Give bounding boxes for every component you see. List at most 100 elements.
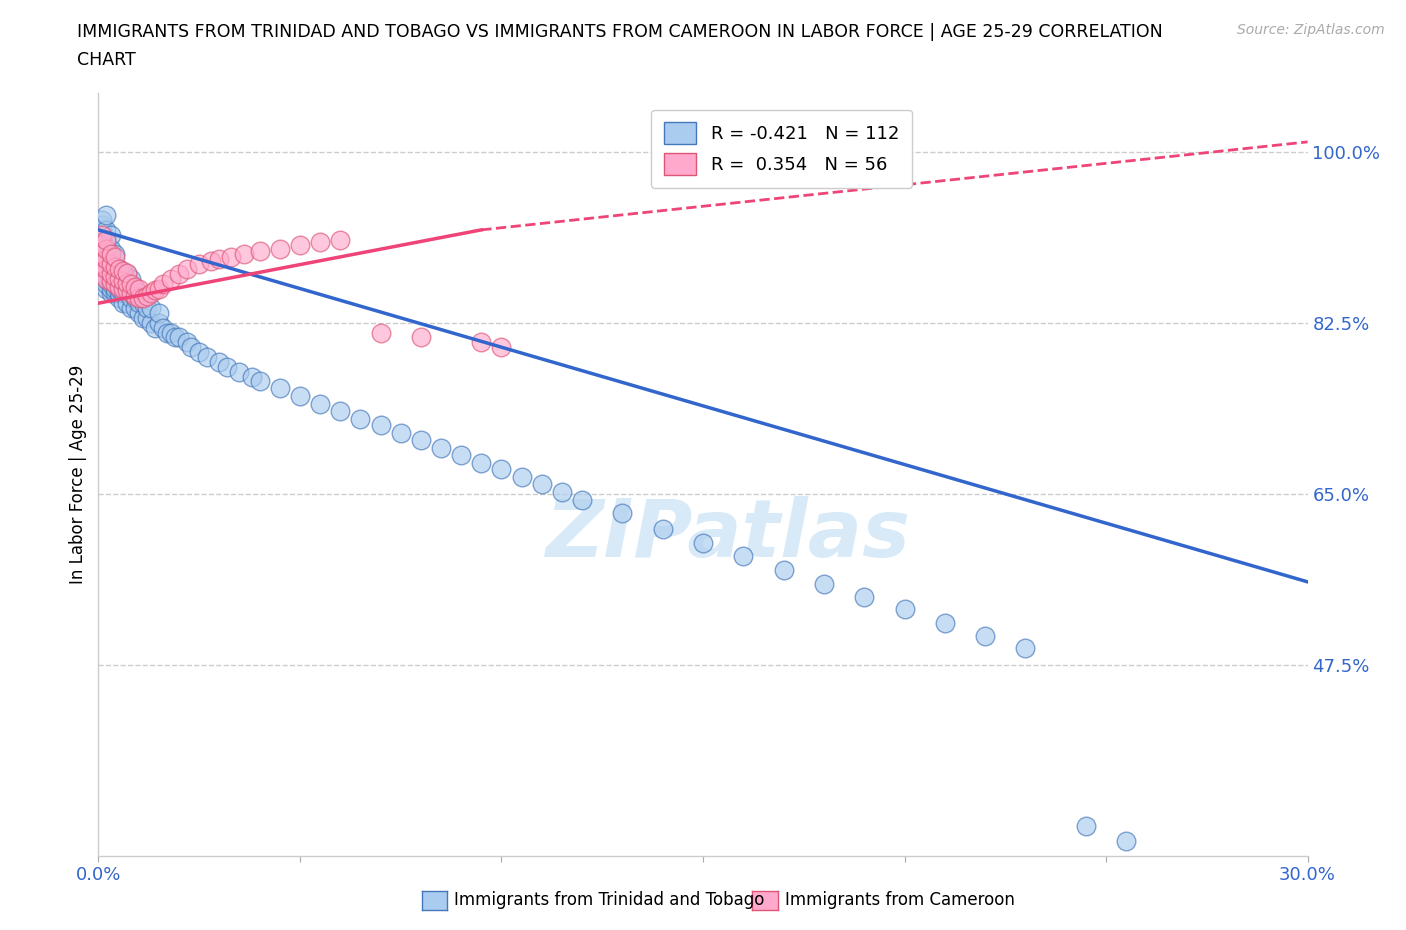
Point [132, 296, 155, 311]
Point [103, 250, 125, 265]
Point [1014, 641, 1036, 656]
Point [135, 289, 157, 304]
Point [120, 300, 142, 315]
Point [269, 242, 291, 257]
Point [176, 335, 198, 350]
Point [163, 330, 186, 345]
Point [269, 380, 291, 395]
Point [195, 350, 218, 365]
Text: IMMIGRANTS FROM TRINIDAD AND TOBAGO VS IMMIGRANTS FROM CAMEROON IN LABOR FORCE |: IMMIGRANTS FROM TRINIDAD AND TOBAGO VS I… [77, 23, 1163, 41]
Point [571, 492, 593, 507]
Point [128, 291, 150, 306]
Point [139, 300, 162, 315]
Point [208, 252, 231, 267]
Point [107, 272, 129, 286]
Point [491, 339, 513, 354]
Point [974, 628, 997, 643]
Point [103, 261, 125, 276]
Point [91, 218, 114, 232]
Point [167, 266, 190, 281]
Point [107, 272, 129, 286]
Point [96, 261, 118, 276]
Point [612, 506, 634, 521]
Point [188, 257, 211, 272]
Point [120, 291, 142, 306]
Point [91, 257, 114, 272]
Point [143, 320, 166, 335]
Point [103, 259, 125, 274]
Point [115, 296, 138, 311]
Point [96, 232, 118, 247]
Point [103, 270, 125, 285]
Point [1074, 818, 1097, 833]
Point [692, 536, 714, 551]
Point [107, 286, 129, 301]
Point [111, 281, 134, 296]
Point [853, 590, 876, 604]
Point [135, 311, 157, 325]
Point [100, 227, 122, 242]
Point [176, 261, 198, 276]
Point [329, 404, 352, 418]
Point [100, 273, 122, 288]
Point [100, 281, 122, 296]
Point [96, 207, 118, 222]
Point [96, 242, 118, 257]
Point [111, 286, 134, 301]
Point [120, 276, 142, 291]
Point [107, 291, 129, 306]
Point [91, 257, 114, 272]
Point [217, 359, 239, 374]
Point [1115, 833, 1137, 848]
Point [188, 345, 211, 360]
Point [91, 242, 114, 257]
Point [91, 237, 114, 252]
Point [139, 286, 162, 301]
Point [107, 279, 129, 294]
Point [409, 432, 432, 447]
Point [160, 326, 183, 340]
Point [530, 477, 553, 492]
Point [180, 339, 202, 354]
Point [349, 411, 371, 426]
Point [103, 281, 125, 296]
Point [139, 315, 162, 330]
Point [111, 263, 134, 278]
Point [96, 252, 118, 267]
Point [893, 602, 915, 617]
Text: Immigrants from Cameroon: Immigrants from Cameroon [785, 891, 1014, 910]
Point [288, 237, 311, 252]
Point [370, 326, 392, 340]
Point [96, 261, 118, 276]
Point [103, 276, 125, 291]
Text: CHART: CHART [77, 51, 136, 69]
Point [128, 281, 150, 296]
Point [551, 485, 574, 499]
Point [167, 330, 190, 345]
Point [96, 266, 118, 281]
Point [288, 389, 311, 404]
Point [309, 396, 332, 411]
Point [120, 272, 142, 286]
Point [450, 447, 472, 462]
Point [100, 261, 122, 276]
Point [733, 549, 755, 564]
Point [115, 276, 138, 291]
Point [470, 335, 492, 350]
Point [91, 227, 114, 242]
Text: Immigrants from Trinidad and Tobago: Immigrants from Trinidad and Tobago [454, 891, 765, 910]
Point [91, 246, 114, 261]
Point [120, 281, 142, 296]
Point [107, 261, 129, 276]
Point [934, 616, 956, 631]
Point [510, 470, 533, 485]
Point [232, 246, 254, 261]
Point [430, 441, 453, 456]
Point [160, 272, 183, 286]
Point [100, 242, 122, 257]
Point [221, 250, 243, 265]
Point [124, 279, 146, 294]
Point [651, 522, 673, 537]
Point [100, 257, 122, 272]
Point [389, 426, 412, 441]
